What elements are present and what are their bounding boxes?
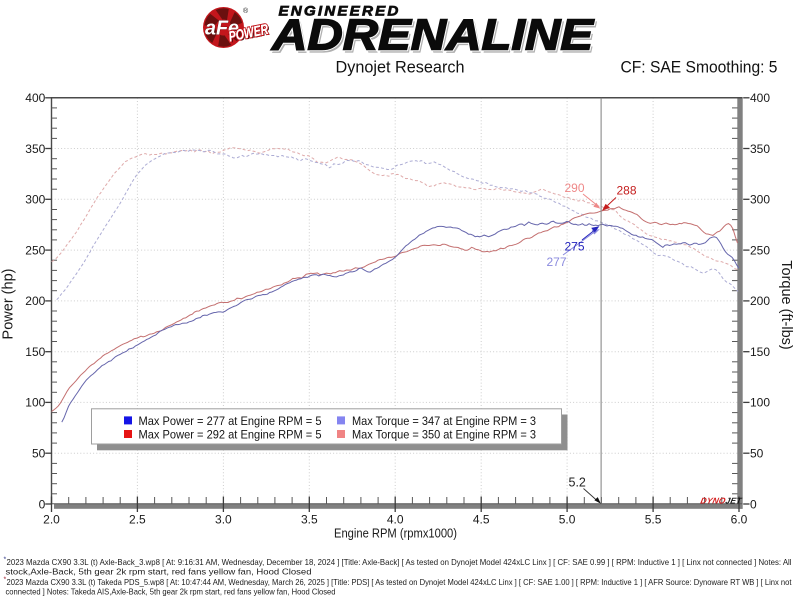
- svg-text:100: 100: [25, 396, 45, 410]
- svg-text:275: 275: [564, 240, 584, 254]
- svg-text:400: 400: [25, 91, 45, 105]
- svg-text:stock,Axle-Back, 5th gear 2k r: stock,Axle-Back, 5th gear 2k rpm start, …: [6, 567, 312, 577]
- svg-text:150: 150: [750, 345, 770, 359]
- svg-text:CF: SAE Smoothing: 5: CF: SAE Smoothing: 5: [621, 58, 778, 77]
- svg-text:300: 300: [750, 193, 770, 207]
- svg-text:2023 Mazda CX90 3.3L (t) Take: 2023 Mazda CX90 3.3L (t) Takeda PDS_5.wp…: [7, 577, 793, 587]
- svg-text:0: 0: [39, 497, 46, 511]
- svg-text:288: 288: [616, 184, 636, 198]
- svg-text:Max Torque = 347 at Engine RPM: Max Torque = 347 at Engine RPM = 3: [352, 414, 536, 428]
- svg-text:6.0: 6.0: [731, 513, 748, 527]
- svg-text:JET: JET: [725, 496, 744, 506]
- svg-text:Power (hp): Power (hp): [1, 269, 17, 340]
- svg-text:250: 250: [25, 243, 45, 257]
- svg-text:350: 350: [25, 142, 45, 156]
- svg-text:2023 Mazda CX90 3.3L (t) Axle-: 2023 Mazda CX90 3.3L (t) Axle-Back_3.wp8…: [7, 557, 792, 567]
- svg-text:3.0: 3.0: [215, 513, 232, 527]
- svg-text:Max Torque = 350 at Engine RPM: Max Torque = 350 at Engine RPM = 3: [352, 428, 536, 442]
- svg-text:ADRENALINE: ADRENALINE: [271, 11, 595, 60]
- svg-text:290: 290: [564, 181, 584, 195]
- svg-text:50: 50: [32, 447, 46, 461]
- svg-text:2.0: 2.0: [43, 513, 60, 527]
- svg-text:200: 200: [750, 294, 770, 308]
- svg-text:connected ] Notes: Takeda AIS,: connected ] Notes: Takeda AIS,Axle-Back,…: [6, 587, 336, 597]
- svg-text:4.0: 4.0: [387, 513, 404, 527]
- svg-text:POWER: POWER: [227, 22, 270, 46]
- svg-text:5.2: 5.2: [569, 476, 586, 490]
- svg-text:350: 350: [750, 142, 770, 156]
- svg-text:100: 100: [750, 396, 770, 410]
- svg-text:300: 300: [25, 193, 45, 207]
- svg-text:POWER: POWER: [229, 23, 272, 47]
- svg-text:Max Power = 277 at Engine RPM: Max Power = 277 at Engine RPM = 5: [139, 414, 322, 428]
- svg-text:ADRENALINE: ADRENALINE: [273, 13, 597, 62]
- svg-text:aFe: aFe: [205, 18, 239, 40]
- svg-text:2.5: 2.5: [129, 513, 146, 527]
- svg-text:ENGINEERED: ENGINEERED: [279, 3, 401, 19]
- svg-text:3.5: 3.5: [301, 513, 318, 527]
- svg-text:400: 400: [750, 91, 770, 105]
- svg-text:®: ®: [243, 7, 249, 15]
- svg-text:4.5: 4.5: [473, 513, 490, 527]
- svg-text:250: 250: [750, 243, 770, 257]
- svg-text:150: 150: [25, 345, 45, 359]
- svg-text:5.0: 5.0: [559, 513, 576, 527]
- svg-text:5.5: 5.5: [645, 513, 662, 527]
- svg-text:*: *: [4, 577, 7, 584]
- svg-text:ADRENALINE: ADRENALINE: [271, 11, 595, 60]
- svg-text:Torque (ft-lbs): Torque (ft-lbs): [778, 260, 794, 349]
- svg-text:DYNO: DYNO: [700, 496, 727, 506]
- svg-text:277: 277: [546, 255, 566, 269]
- svg-text:Dynojet Research: Dynojet Research: [336, 58, 465, 77]
- svg-text:*: *: [4, 557, 7, 564]
- svg-text:0: 0: [750, 497, 757, 511]
- svg-text:Max Power = 292 at Engine RPM: Max Power = 292 at Engine RPM = 5: [139, 428, 322, 442]
- svg-text:50: 50: [750, 447, 764, 461]
- svg-text:Engine RPM (rpmx1000): Engine RPM (rpmx1000): [334, 526, 457, 541]
- svg-text:200: 200: [25, 294, 45, 308]
